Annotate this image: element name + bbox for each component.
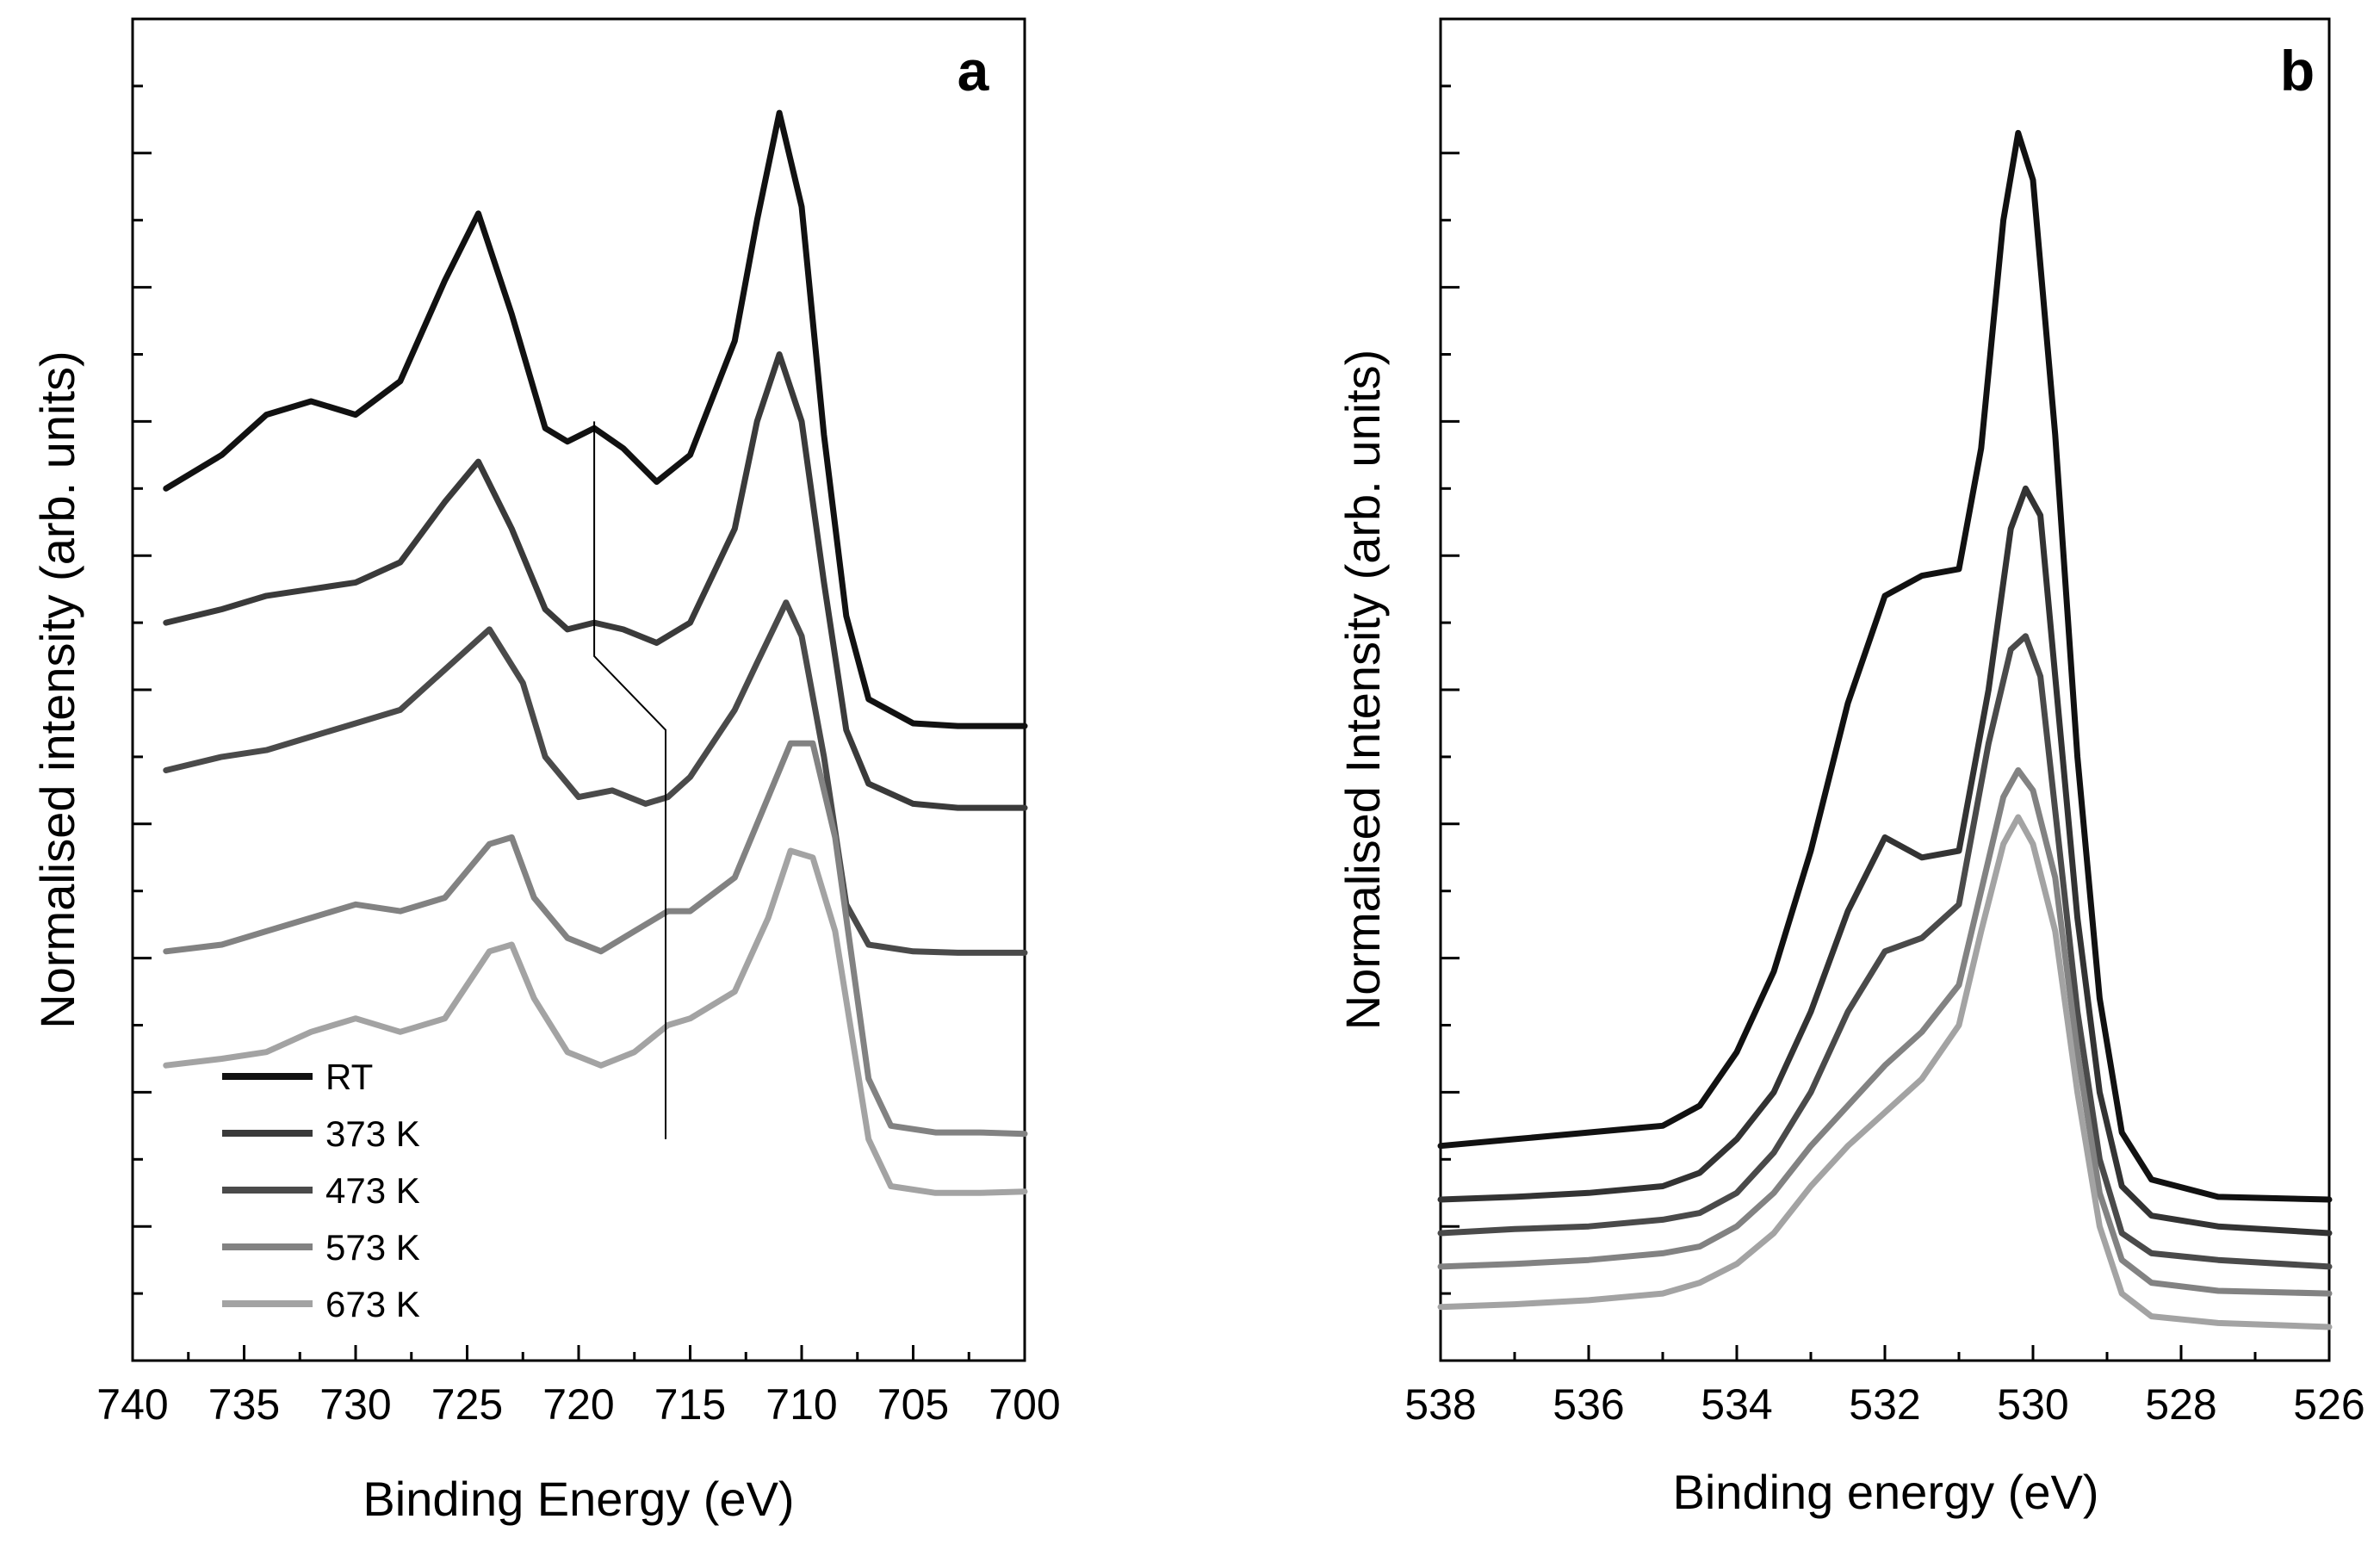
x-tick-label: 530 [1997, 1380, 2068, 1429]
x-tick-label: 705 [877, 1380, 949, 1429]
x-tick-label: 720 [542, 1380, 614, 1429]
panel-a-y-axis-title: Normalised intensity (arb. units) [30, 350, 84, 1028]
series-line-673-k [163, 847, 1028, 1196]
panel-a-series [163, 109, 1028, 1196]
panel-a-y-ticks [133, 84, 152, 1295]
x-tick-label: 526 [2293, 1380, 2365, 1429]
panel-b-series [1437, 129, 2333, 1330]
legend-label: 673 K [325, 1284, 420, 1324]
x-tick-label: 710 [765, 1380, 837, 1429]
panel-a-plot-frame [131, 17, 1026, 1362]
panel-b: 538 536 534 532 530 528 526 b Binding energy (… [1336, 17, 2365, 1519]
series-line-473-k [1437, 633, 2333, 1270]
panel-a-x-axis-title: Binding Energy (eV) [363, 1472, 794, 1526]
panel-b-x-ticks [1439, 1345, 2331, 1361]
panel-a-x-tick-labels: 740 735 730 725 720 715 710 705 700 [96, 1380, 1060, 1429]
panel-a: 740 735 730 725 720 715 710 705 700 a Binding En… [30, 17, 1061, 1526]
x-tick-label: 536 [1553, 1380, 1624, 1429]
series-line-573-k [163, 740, 1028, 1138]
x-tick-label: 725 [431, 1380, 503, 1429]
panel-b-y-ticks [1441, 84, 1460, 1295]
x-tick-label: 715 [654, 1380, 726, 1429]
panel-b-label: b [2280, 39, 2315, 102]
panel-b-x-axis-title: Binding energy (eV) [1673, 1465, 2099, 1519]
x-tick-label: 532 [1849, 1380, 1920, 1429]
legend-label: 473 K [325, 1170, 420, 1211]
legend-label: RT [325, 1057, 373, 1097]
panel-b-y-axis-title: Normalised Intensity (arb. units) [1336, 350, 1390, 1031]
series-line-673-k [1437, 814, 2333, 1330]
series-line-373-k [163, 351, 1028, 811]
series-line-573-k [1437, 767, 2333, 1297]
panel-b-plot-frame [1439, 17, 2331, 1362]
legend-label: 373 K [325, 1113, 420, 1154]
x-tick-label: 740 [96, 1380, 168, 1429]
panel-a-label: a [958, 39, 990, 102]
panel-a-annotation-line [593, 421, 666, 1139]
series-line-rt [163, 109, 1028, 729]
x-tick-label: 538 [1404, 1380, 1476, 1429]
x-tick-label: 730 [319, 1380, 391, 1429]
legend-label: 573 K [325, 1227, 420, 1268]
x-tick-label: 528 [2145, 1380, 2216, 1429]
series-line-473-k [163, 599, 1028, 956]
x-tick-label: 735 [208, 1380, 280, 1429]
series-line-373-k [1437, 485, 2333, 1237]
panel-a-x-ticks [131, 1345, 1026, 1361]
panel-a-legend: RT 373 K 473 K 573 K 673 K [222, 1057, 420, 1324]
x-tick-label: 700 [989, 1380, 1060, 1429]
x-tick-label: 534 [1701, 1380, 1772, 1429]
panel-b-x-tick-labels: 538 536 534 532 530 528 526 [1404, 1380, 2365, 1429]
series-line-rt [1437, 129, 2333, 1203]
